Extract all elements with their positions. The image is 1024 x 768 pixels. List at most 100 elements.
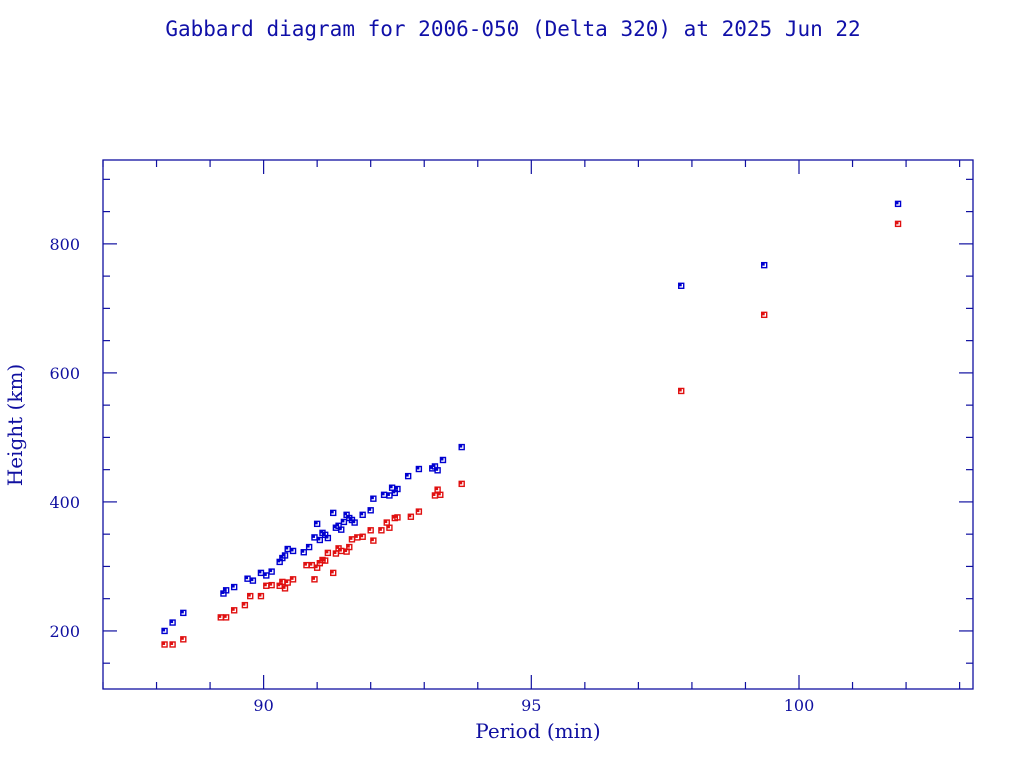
perigee-point <box>332 550 340 557</box>
perigee-point <box>394 514 401 521</box>
apogee-point <box>263 572 270 579</box>
apogee-point <box>230 583 238 591</box>
point-fill <box>170 641 174 645</box>
apogee-point <box>370 495 377 502</box>
point-fill <box>761 262 765 266</box>
point-fill <box>381 492 385 496</box>
point-fill <box>231 584 235 588</box>
point-fill <box>322 532 326 536</box>
point-fill <box>338 548 342 552</box>
point-fill <box>386 525 390 529</box>
point-fill <box>678 388 682 392</box>
point-fill <box>352 520 356 524</box>
apogee-point <box>289 547 297 555</box>
apogee-point <box>388 484 396 491</box>
perigee-point <box>348 536 356 543</box>
perigee-point <box>222 614 230 621</box>
point-fill <box>416 466 420 470</box>
apogee-point <box>386 492 393 499</box>
perigee-point <box>289 576 297 583</box>
apogee-point <box>351 519 358 526</box>
point-fill <box>895 221 899 225</box>
apogee-point <box>458 443 465 451</box>
point-fill <box>336 523 340 527</box>
apogee-point <box>161 627 168 635</box>
perigee-point <box>415 508 423 515</box>
apogee-point <box>257 569 265 577</box>
point-fill <box>242 602 246 606</box>
perigee-point <box>407 513 415 520</box>
perigee-point <box>378 527 385 534</box>
point-fill <box>231 607 235 611</box>
point-fill <box>440 457 444 461</box>
point-fill <box>263 572 267 576</box>
point-fill <box>317 560 321 564</box>
apogee-point <box>434 467 441 474</box>
point-fill <box>392 490 396 494</box>
point-fill <box>303 562 307 566</box>
point-fill <box>223 614 227 618</box>
point-fill <box>311 534 315 538</box>
point-fill <box>338 527 342 531</box>
point-fill <box>290 548 294 552</box>
y-tick-label: 600 <box>49 364 80 383</box>
point-fill <box>405 473 409 477</box>
axis-ticks <box>102 160 973 689</box>
x-tick-label: 90 <box>253 696 273 715</box>
point-fill <box>333 551 337 555</box>
perigee-point <box>324 549 332 557</box>
apogee-point <box>340 518 348 526</box>
point-fill <box>895 201 899 205</box>
perigee-point <box>257 592 265 600</box>
point-fill <box>360 512 364 516</box>
point-fill <box>761 312 765 316</box>
perigee-point <box>383 519 390 526</box>
point-fill <box>269 582 273 586</box>
perigee-point <box>338 547 345 555</box>
apogee-point <box>249 577 257 584</box>
point-fill <box>368 527 372 531</box>
perigee-point <box>437 491 444 499</box>
point-fill <box>306 544 310 548</box>
point-fill <box>245 576 249 580</box>
point-fill <box>336 545 340 549</box>
point-fill <box>180 636 184 640</box>
y-axis-label: Height (km) <box>3 364 27 486</box>
point-fill <box>416 509 420 513</box>
apogee-point <box>380 491 388 499</box>
point-fill <box>282 585 286 589</box>
point-fill <box>258 570 262 574</box>
point-fill <box>435 467 439 471</box>
point-fill <box>389 485 393 489</box>
perigee-point <box>761 311 768 319</box>
perigee-point <box>346 543 353 551</box>
apogee-point <box>180 609 187 617</box>
series-apogee <box>161 200 902 635</box>
apogee-point <box>169 619 176 626</box>
point-fill <box>378 527 382 531</box>
point-fill <box>279 555 283 559</box>
point-fill <box>277 559 281 563</box>
perigee-point <box>386 524 393 531</box>
point-fill <box>322 558 326 562</box>
point-fill <box>162 628 166 632</box>
perigee-point <box>311 576 318 583</box>
perigee-point <box>359 533 366 540</box>
point-fill <box>394 514 398 518</box>
point-fill <box>386 492 390 496</box>
apogee-point <box>316 536 324 544</box>
perigee-point <box>281 585 289 592</box>
apogee-point <box>222 587 230 594</box>
point-fill <box>370 496 374 500</box>
point-fill <box>344 549 348 553</box>
apogee-point <box>894 200 902 208</box>
apogee-point <box>281 552 289 559</box>
point-fill <box>330 570 334 574</box>
point-fill <box>218 614 222 618</box>
point-fill <box>325 550 329 554</box>
apogee-point <box>678 282 685 289</box>
point-fill <box>394 486 398 490</box>
apogee-point <box>394 485 401 493</box>
point-fill <box>279 579 283 583</box>
point-fill <box>354 534 358 538</box>
